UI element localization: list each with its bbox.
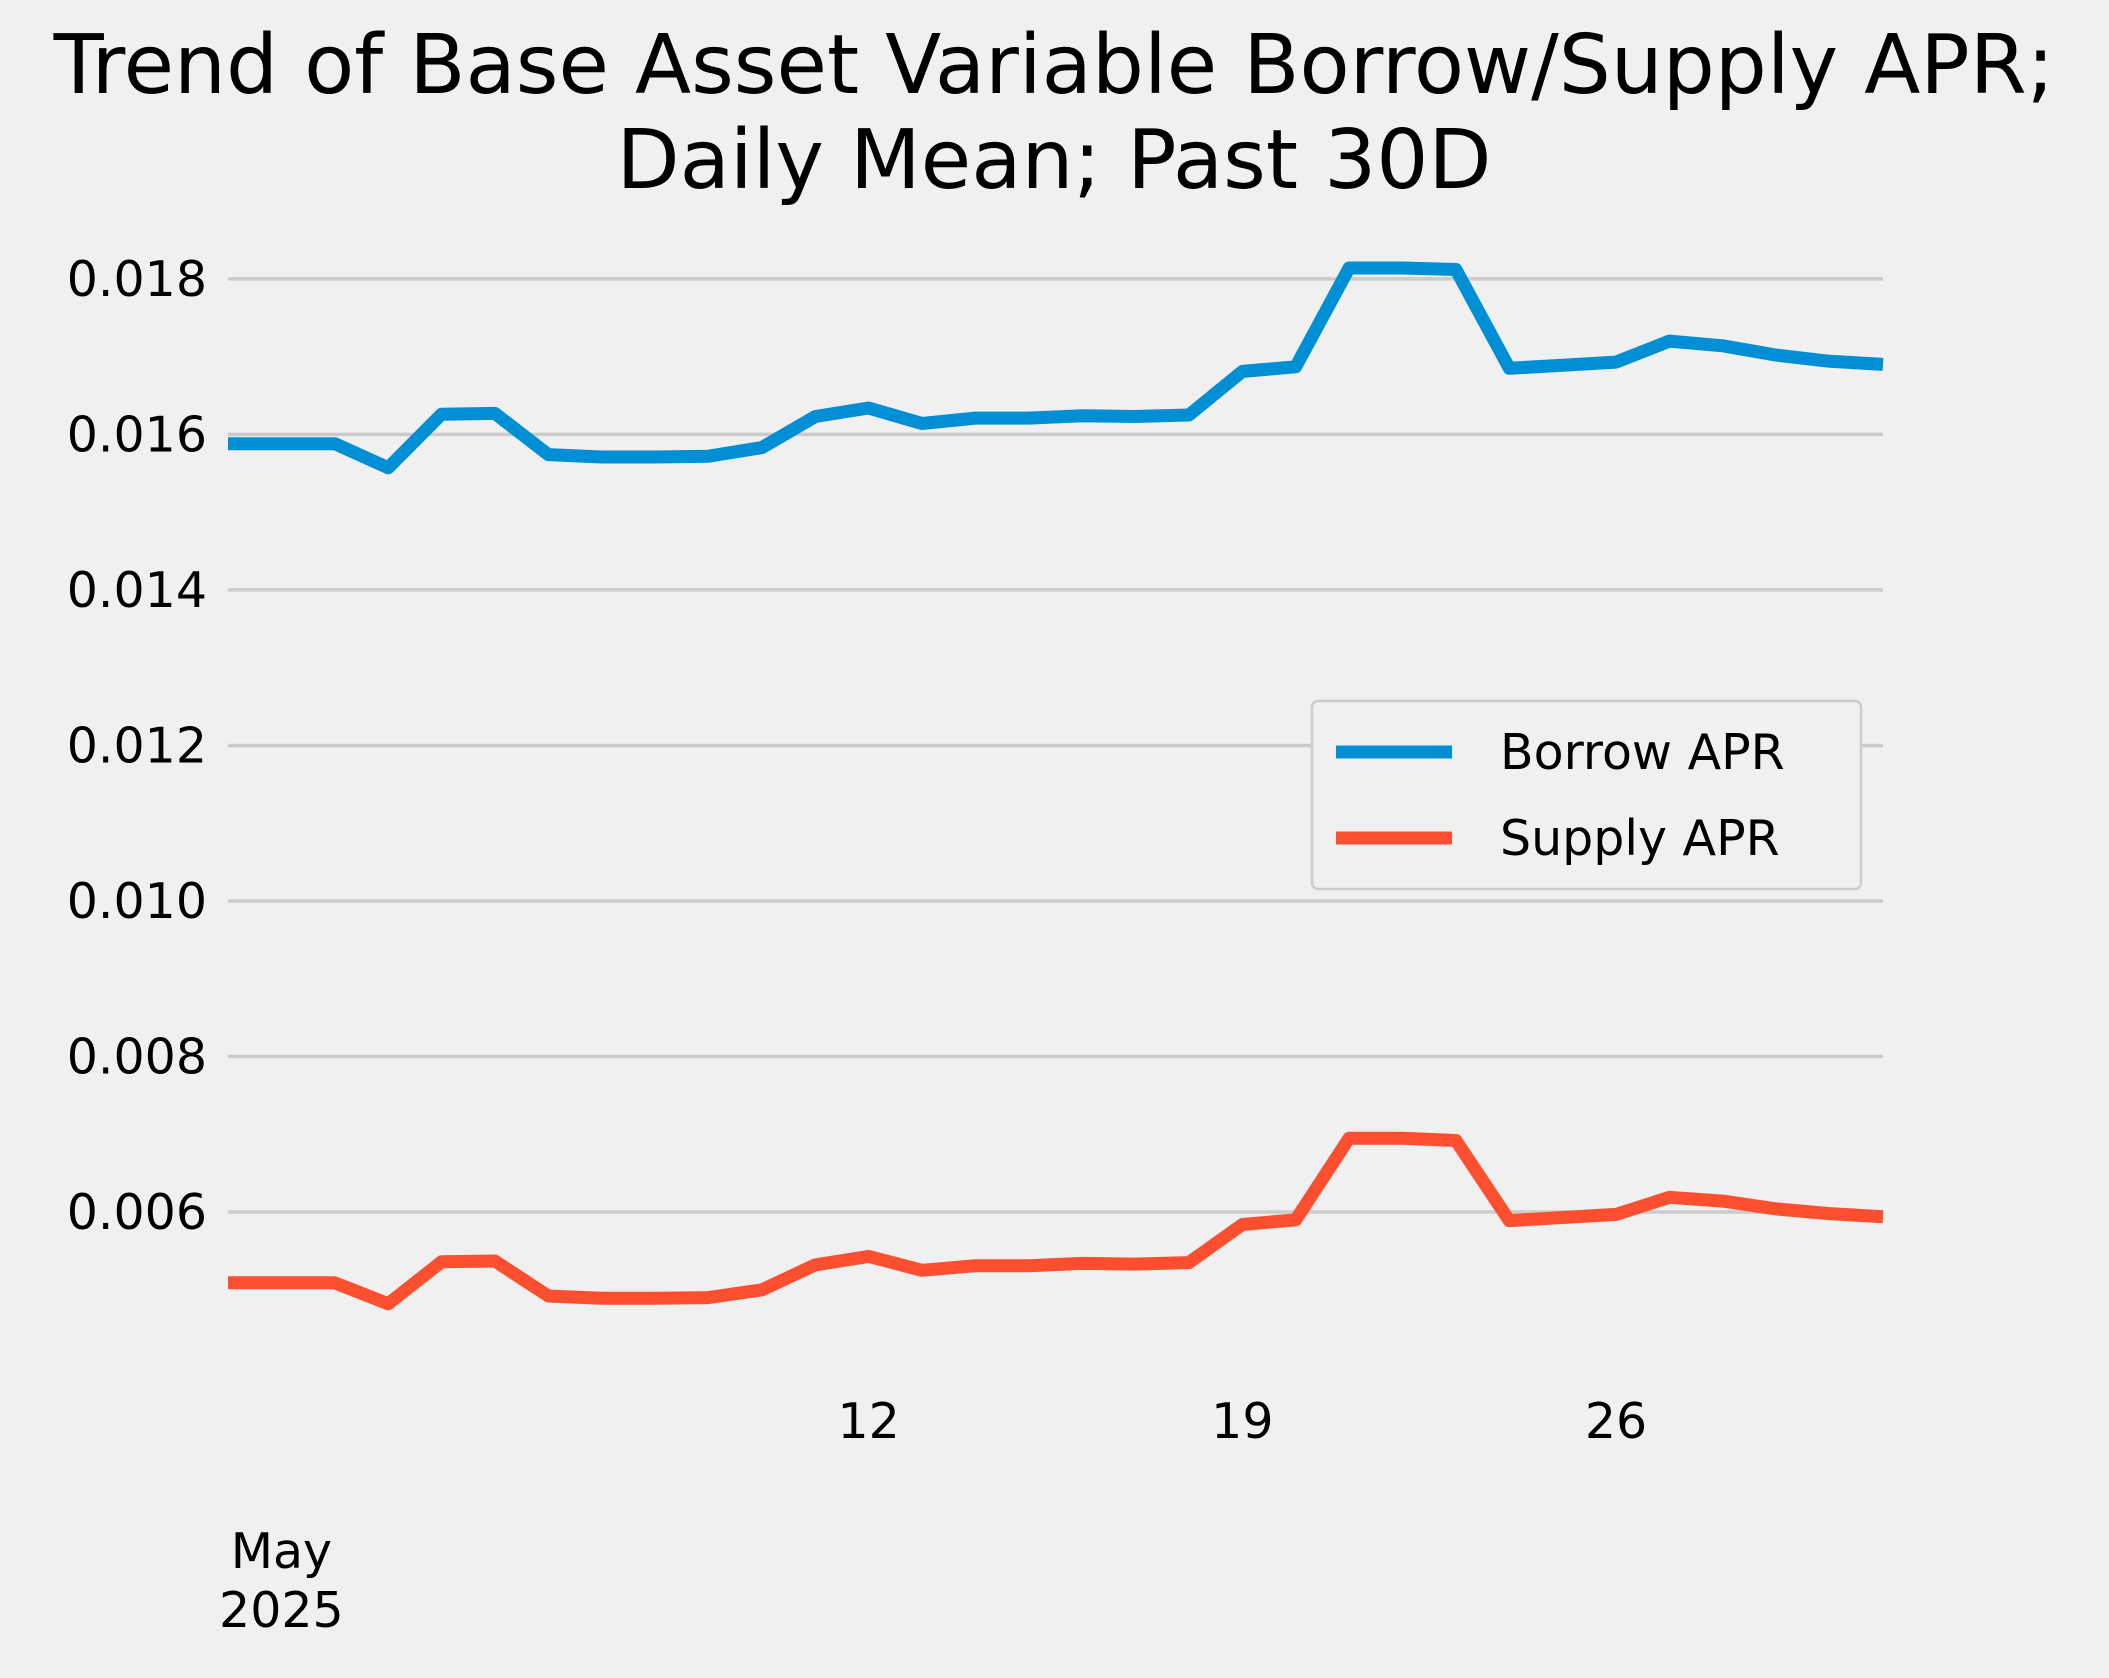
legend-label-borrow: Borrow APR (1500, 724, 1785, 781)
supply-apr-line (228, 1131, 1884, 1311)
y-tick-label: 0.016 (67, 406, 207, 463)
series-lines (228, 261, 1884, 1311)
chart-title-line-1: Trend of Base Asset Variable Borrow/Supp… (53, 18, 2055, 113)
chart-title-line-2: Daily Mean; Past 30D (616, 113, 1491, 208)
x-tick-label: 19 (1211, 1393, 1273, 1450)
y-tick-label: 0.014 (67, 562, 207, 619)
borrow-apr-line (228, 261, 1884, 475)
y-tick-label: 0.010 (67, 873, 207, 930)
x-tick-label: 26 (1585, 1393, 1647, 1450)
x-year-label: 2025 (219, 1582, 344, 1639)
y-tick-label: 0.008 (67, 1029, 207, 1086)
x-tick-label: 12 (837, 1393, 899, 1450)
y-axis-tick-labels: 0.006 0.008 0.010 0.012 0.014 0.016 0.018 (67, 251, 207, 1241)
gridlines (228, 277, 1883, 1214)
y-tick-label: 0.018 (67, 251, 207, 308)
legend: Borrow APR Supply APR (1310, 699, 1863, 891)
y-tick-label: 0.006 (67, 1184, 207, 1241)
legend-label-supply: Supply APR (1500, 810, 1780, 867)
y-tick-label: 0.012 (67, 717, 207, 774)
x-month-label: May (231, 1523, 332, 1580)
